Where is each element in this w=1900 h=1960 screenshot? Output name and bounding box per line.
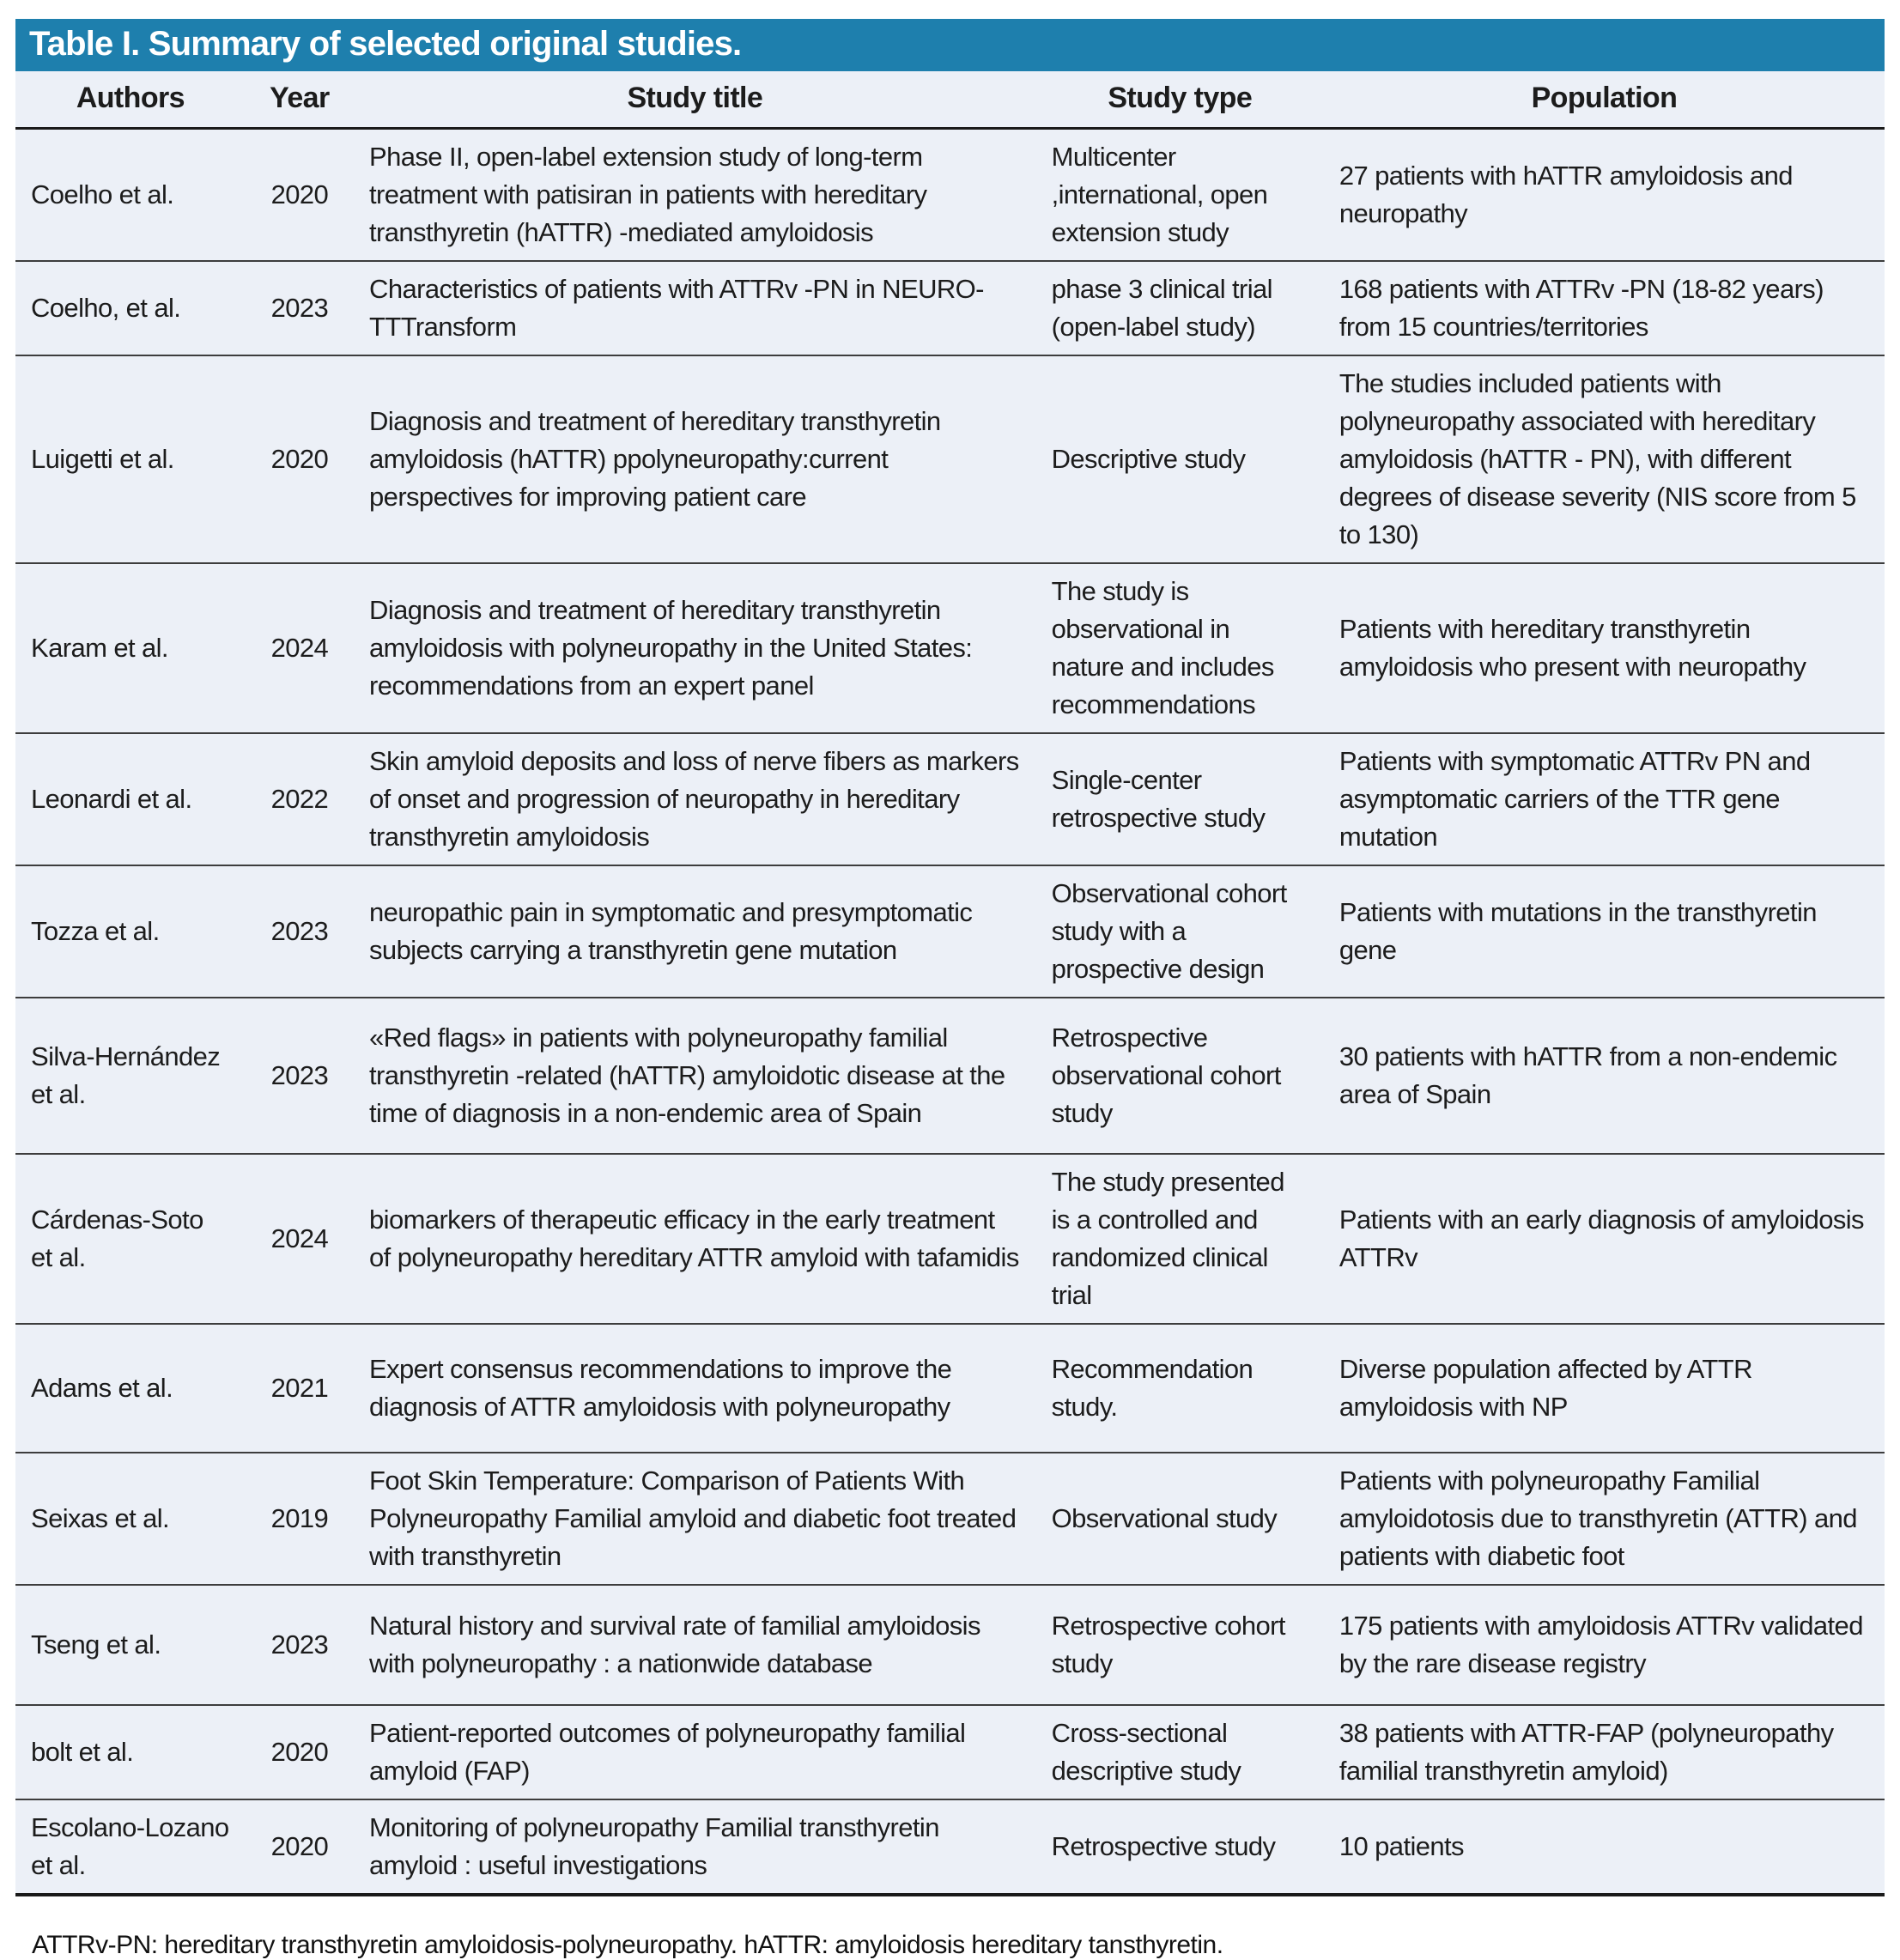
authors-cell: Luigetti et al.	[15, 355, 246, 565]
table-row: Tseng et al. 2023 Natural history and su…	[15, 1585, 1885, 1707]
study-title-cell: Patient-reported outcomes of polyneuropa…	[354, 1705, 1036, 1801]
authors-cell: Cárdenas-Soto et al.	[15, 1154, 246, 1326]
year-cell: 2023	[245, 998, 355, 1156]
population-cell: The studies included patients with polyn…	[1323, 355, 1885, 565]
study-title-cell: Characteristics of patients with ATTRv -…	[354, 261, 1036, 357]
study-type-cell: The study presented is a controlled and …	[1035, 1154, 1324, 1326]
population-cell: Patients with hereditary transthyretin a…	[1323, 563, 1885, 735]
study-title-cell: Natural history and survival rate of fam…	[354, 1585, 1036, 1707]
summary-table-card: Table I. Summary of selected original st…	[15, 19, 1885, 1960]
authors-cell: Leonardi et al.	[15, 733, 246, 867]
table-row: Seixas et al. 2019 Foot Skin Temperature…	[15, 1453, 1885, 1587]
study-title-cell: «Red flags» in patients with polyneuropa…	[354, 998, 1036, 1156]
study-type-cell: Cross-sectional descriptive study	[1035, 1705, 1324, 1801]
study-type-cell: phase 3 clinical trial (open-label study…	[1035, 261, 1324, 357]
column-header-study-type: Study type	[1035, 71, 1324, 130]
population-cell: 30 patients with hATTR from a non-endemi…	[1323, 998, 1885, 1156]
year-cell: 2024	[245, 563, 355, 735]
study-type-cell: Observational study	[1035, 1453, 1324, 1587]
study-type-cell: Retrospective study	[1035, 1799, 1324, 1897]
year-cell: 2019	[245, 1453, 355, 1587]
table-row: Coelho, et al. 2023 Characteristics of p…	[15, 261, 1885, 357]
authors-cell: Escolano-Lozano et al.	[15, 1799, 246, 1897]
table-row: Karam et al. 2024 Diagnosis and treatmen…	[15, 563, 1885, 735]
authors-cell: Tozza et al.	[15, 865, 246, 999]
year-cell: 2023	[245, 865, 355, 999]
table-row: Luigetti et al. 2020 Diagnosis and treat…	[15, 355, 1885, 565]
year-cell: 2021	[245, 1324, 355, 1454]
study-title-cell: Skin amyloid deposits and loss of nerve …	[354, 733, 1036, 867]
table-footnote: ATTRv-PN: hereditary transthyretin amylo…	[32, 1931, 1223, 1960]
study-type-cell: Retrospective cohort study	[1035, 1585, 1324, 1707]
table-row: Tozza et al. 2023 neuropathic pain in sy…	[15, 865, 1885, 999]
year-cell: 2024	[245, 1154, 355, 1326]
year-cell: 2023	[245, 261, 355, 357]
population-cell: Patients with an early diagnosis of amyl…	[1323, 1154, 1885, 1326]
year-cell: 2020	[245, 128, 355, 263]
authors-cell: Coelho, et al.	[15, 261, 246, 357]
column-header-population: Population	[1323, 71, 1885, 130]
study-title-cell: Expert consensus recommendations to impr…	[354, 1324, 1036, 1454]
population-cell: 168 patients with ATTRv -PN (18-82 years…	[1323, 261, 1885, 357]
table-row: Leonardi et al. 2022 Skin amyloid deposi…	[15, 733, 1885, 867]
population-cell: Patients with mutations in the transthyr…	[1323, 865, 1885, 999]
authors-cell: Seixas et al.	[15, 1453, 246, 1587]
table-row: Coelho et al. 2020 Phase II, open-label …	[15, 128, 1885, 263]
table-row: Adams et al. 2021 Expert consensus recom…	[15, 1324, 1885, 1454]
table-row: Cárdenas-Soto et al. 2024 biomarkers of …	[15, 1154, 1885, 1326]
header-row: Authors Year Study title Study type Popu…	[15, 71, 1885, 130]
year-cell: 2020	[245, 1705, 355, 1801]
population-cell: Diverse population affected by ATTR amyl…	[1323, 1324, 1885, 1454]
study-type-cell: Recommendation study.	[1035, 1324, 1324, 1454]
table-row: Silva-Hernández et al. 2023 «Red flags» …	[15, 998, 1885, 1156]
authors-cell: Coelho et al.	[15, 128, 246, 263]
study-type-cell: Multicenter ,international, open extensi…	[1035, 128, 1324, 263]
population-cell: 38 patients with ATTR-FAP (polyneuropath…	[1323, 1705, 1885, 1801]
studies-table: Authors Year Study title Study type Popu…	[15, 71, 1885, 1897]
year-cell: 2023	[245, 1585, 355, 1707]
table-title: Table I. Summary of selected original st…	[15, 19, 1885, 71]
population-cell: 10 patients	[1323, 1799, 1885, 1897]
study-title-cell: neuropathic pain in symptomatic and pres…	[354, 865, 1036, 999]
authors-cell: bolt et al.	[15, 1705, 246, 1801]
column-header-study-title: Study title	[354, 71, 1036, 130]
table-row: Escolano-Lozano et al. 2020 Monitoring o…	[15, 1799, 1885, 1897]
study-type-cell: Observational cohort study with a prospe…	[1035, 865, 1324, 999]
population-cell: 27 patients with hATTR amyloidosis and n…	[1323, 128, 1885, 263]
population-cell: 175 patients with amyloidosis ATTRv vali…	[1323, 1585, 1885, 1707]
study-type-cell: Single-center retrospective study	[1035, 733, 1324, 867]
authors-cell: Karam et al.	[15, 563, 246, 735]
study-title-cell: Monitoring of polyneuropathy Familial tr…	[354, 1799, 1036, 1897]
study-title-cell: Diagnosis and treatment of hereditary tr…	[354, 355, 1036, 565]
table-row: bolt et al. 2020 Patient-reported outcom…	[15, 1705, 1885, 1801]
population-cell: Patients with symptomatic ATTRv PN and a…	[1323, 733, 1885, 867]
study-type-cell: Retrospective observational cohort study	[1035, 998, 1324, 1156]
year-cell: 2020	[245, 355, 355, 565]
population-cell: Patients with polyneuropathy Familial am…	[1323, 1453, 1885, 1587]
study-title-cell: Foot Skin Temperature: Comparison of Pat…	[354, 1453, 1036, 1587]
column-header-authors: Authors	[15, 71, 246, 130]
study-title-cell: biomarkers of therapeutic efficacy in th…	[354, 1154, 1036, 1326]
study-title-cell: Phase II, open-label extension study of …	[354, 128, 1036, 263]
authors-cell: Adams et al.	[15, 1324, 246, 1454]
authors-cell: Tseng et al.	[15, 1585, 246, 1707]
year-cell: 2020	[245, 1799, 355, 1897]
year-cell: 2022	[245, 733, 355, 867]
study-type-cell: Descriptive study	[1035, 355, 1324, 565]
study-title-cell: Diagnosis and treatment of hereditary tr…	[354, 563, 1036, 735]
authors-cell: Silva-Hernández et al.	[15, 998, 246, 1156]
study-type-cell: The study is observational in nature and…	[1035, 563, 1324, 735]
column-header-year: Year	[245, 71, 355, 130]
